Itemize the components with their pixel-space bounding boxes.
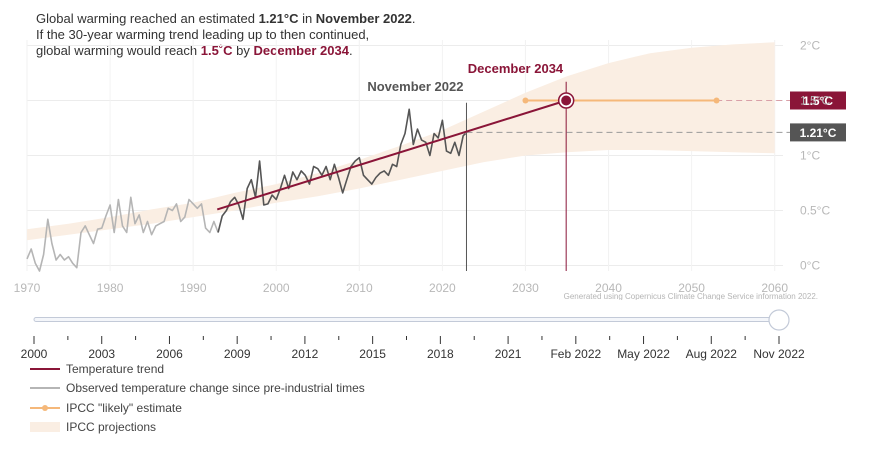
timeline-axis: 2000 2003 2006 2009 2012 2015 2018 2021 Feb 2022… — [21, 336, 805, 361]
timeline-label: 2021 — [495, 347, 522, 361]
temperature-chart: November 2022 December 2034 1.5°C1.21°C … — [14, 39, 846, 300]
y-tick-label: 2°C — [800, 39, 820, 53]
data-credit: Generated using Copernicus Climate Chang… — [564, 292, 818, 300]
x-tick-label: 1980 — [97, 281, 124, 295]
headline-line-1: Global warming reached an estimated 1.21… — [36, 11, 596, 27]
legend-swatch — [30, 402, 60, 414]
headline-text: in — [298, 11, 316, 26]
legend-label: Temperature trend — [66, 361, 165, 376]
timeline-label: Aug 2022 — [686, 347, 738, 361]
chart-headline: Global warming reached an estimated 1.21… — [36, 11, 596, 59]
y-tick-label: 1°C — [800, 149, 820, 163]
ipcc-estimate-end-dot — [713, 97, 720, 104]
timeline-label: 2006 — [156, 347, 183, 361]
observed-line-recent — [217, 108, 467, 233]
timeline-label: 2009 — [224, 347, 251, 361]
legend-label: Observed temperature change since pre-in… — [66, 381, 365, 396]
timeline-label: May 2022 — [617, 347, 670, 361]
current-value-badge — [790, 123, 846, 142]
x-tick-label: 1990 — [180, 281, 207, 295]
x-tick-label: 2060 — [761, 281, 788, 295]
observed-line-early — [26, 196, 219, 272]
headline-target-value: 1.5˚C — [200, 43, 233, 58]
headline-target-date: December 2034 — [253, 43, 349, 58]
x-tick-label: 2050 — [678, 281, 705, 295]
y-tick-label: 0°C — [800, 259, 820, 273]
slider-handle[interactable] — [768, 309, 790, 331]
slider-track[interactable] — [33, 317, 780, 322]
x-tick-label: 2000 — [263, 281, 290, 295]
y-axis: 0°C 0.5°C 1°C 1.5°C 2°C — [800, 39, 830, 273]
legend-item-obs[interactable]: Observed temperature change since pre-in… — [30, 379, 365, 399]
y-tick-label: 1.5°C — [800, 94, 830, 108]
crossing-value-badge — [790, 91, 846, 110]
headline-line-3: global warming would reach 1.5˚C by Dece… — [36, 43, 596, 59]
headline-text: by — [232, 43, 254, 58]
legend-swatch — [30, 382, 60, 394]
timeline-label: 2000 — [21, 347, 48, 361]
y-tick-label: 0.5°C — [800, 204, 830, 218]
crossing-value-badge-label: 1.5°C — [803, 94, 833, 108]
crossing-date-annotation: December 2034 — [468, 61, 564, 76]
headline-text: . — [411, 11, 416, 26]
current-value-badge-label: 1.21°C — [800, 126, 837, 140]
headline-line-2: If the 30-year warming trend leading up … — [36, 27, 370, 42]
headline-text: Global warming reached an estimated — [36, 11, 259, 26]
headline-text: global warming would reach — [36, 43, 201, 58]
temperature-trend-line — [216, 99, 567, 211]
legend-item-ipcc[interactable]: IPCC "likely" estimate — [30, 398, 365, 418]
crossing-point-dot — [561, 95, 572, 106]
ipcc-projection-band — [27, 42, 775, 241]
x-tick-label: 2030 — [512, 281, 539, 295]
x-tick-label: 2010 — [346, 281, 373, 295]
legend-swatch — [30, 422, 60, 433]
legend-label: IPCC "likely" estimate — [66, 400, 182, 415]
timeline-label: Feb 2022 — [550, 347, 601, 361]
x-tick-label: 2040 — [595, 281, 622, 295]
headline-text: . — [348, 43, 353, 58]
timeline-label: 2018 — [427, 347, 454, 361]
legend-item-proj[interactable]: IPCC projections — [30, 418, 365, 438]
legend-item-trend[interactable]: Temperature trend — [30, 359, 365, 379]
x-axis: 1970 1980 1990 2000 2010 2020 2030 2040 2050 2060 — [14, 281, 789, 295]
timeline-label: Nov 2022 — [753, 347, 805, 361]
legend-label: IPCC projections — [66, 420, 157, 435]
timeline-label: 2015 — [359, 347, 386, 361]
headline-current-value: 1.21°C — [258, 11, 299, 26]
ipcc-estimate-start-dot — [522, 97, 529, 104]
value-badges: 1.5°C 1.21°C — [790, 91, 846, 142]
legend: Temperature trend Observed temperature ch… — [30, 359, 365, 437]
timeline-label: 2012 — [292, 347, 319, 361]
headline-current-date: November 2022 — [315, 11, 412, 26]
legend-swatch — [30, 363, 60, 375]
observed-series — [26, 108, 467, 272]
timeline-label: 2003 — [88, 347, 115, 361]
x-tick-label: 1970 — [14, 281, 41, 295]
timeline-slider[interactable]: 2000 2003 2006 2009 2012 2015 2018 2021 Feb 2022… — [0, 300, 876, 362]
x-tick-label: 2020 — [429, 281, 456, 295]
current-date-annotation: November 2022 — [367, 79, 463, 94]
